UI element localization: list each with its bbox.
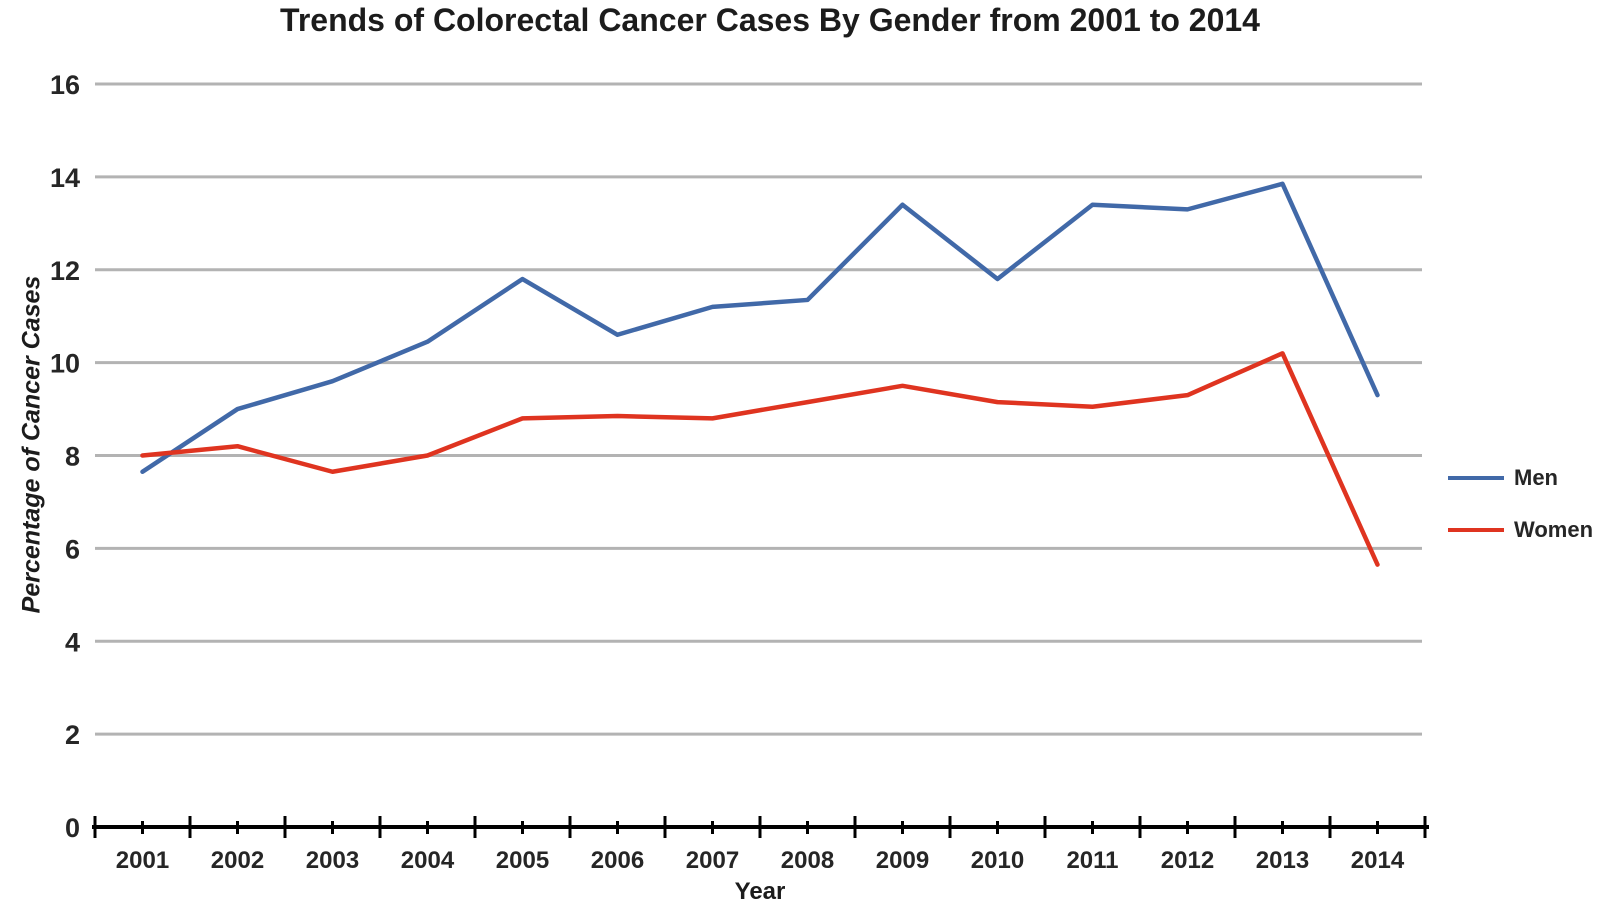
women-line	[140, 351, 1380, 567]
x-axis	[92, 816, 1429, 838]
y-tick-labels: 0 2 4 6 8 10 12 14 16	[50, 70, 80, 843]
svg-text:2012: 2012	[1161, 847, 1214, 874]
men-line	[140, 181, 1380, 475]
svg-text:0: 0	[65, 813, 80, 843]
svg-text:8: 8	[65, 442, 80, 472]
svg-text:2007: 2007	[686, 847, 739, 874]
svg-text:2011: 2011	[1066, 847, 1118, 874]
legend: Men Women	[1448, 460, 1611, 564]
svg-text:4: 4	[65, 627, 80, 657]
svg-text:2: 2	[65, 720, 80, 750]
svg-text:2001: 2001	[116, 847, 169, 874]
svg-text:2013: 2013	[1256, 847, 1309, 874]
svg-text:2003: 2003	[306, 847, 359, 874]
svg-text:16: 16	[50, 70, 80, 100]
svg-text:14: 14	[50, 163, 80, 193]
svg-text:2008: 2008	[781, 847, 834, 874]
svg-text:2006: 2006	[591, 847, 644, 874]
svg-text:10: 10	[50, 349, 80, 379]
svg-text:2004: 2004	[401, 847, 455, 874]
svg-text:6: 6	[65, 534, 80, 564]
svg-text:12: 12	[50, 256, 80, 286]
x-axis-title: Year	[734, 878, 786, 905]
men-line-swatch	[1448, 476, 1504, 480]
chart-title: Trends of Colorectal Cancer Cases By Gen…	[280, 2, 1260, 38]
legend-label-men: Men	[1514, 465, 1558, 490]
legend-item-men: Men	[1448, 460, 1611, 496]
svg-text:2014: 2014	[1351, 847, 1405, 874]
svg-text:2010: 2010	[971, 847, 1024, 874]
gridlines	[95, 82, 1422, 736]
women-line-swatch	[1448, 528, 1504, 532]
svg-text:2005: 2005	[496, 847, 549, 874]
x-tick-labels: 2001 2002 2003 2004 2005 2006 2007 2008 2009 2010…	[116, 847, 1405, 874]
legend-item-women: Women	[1448, 512, 1611, 548]
svg-text:2002: 2002	[211, 847, 264, 874]
legend-label-women: Women	[1514, 517, 1594, 542]
svg-text:2009: 2009	[876, 847, 929, 874]
